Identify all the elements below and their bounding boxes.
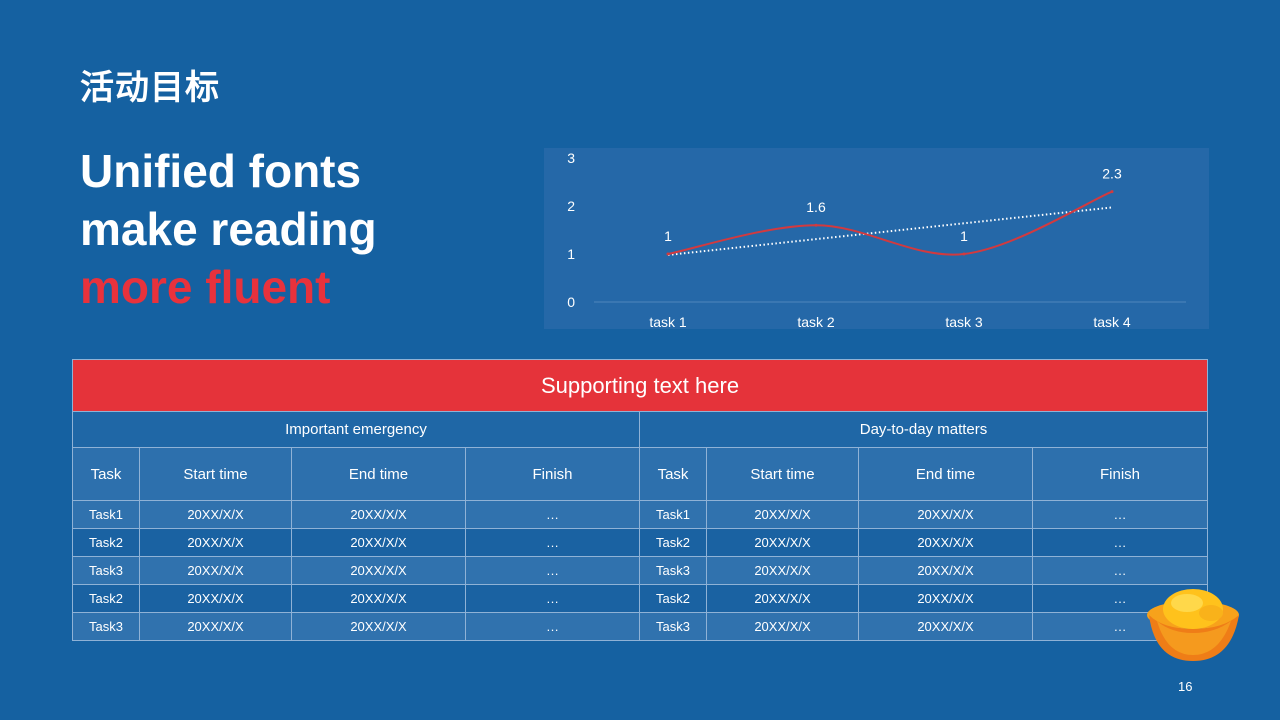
table-cell: … [1031,500,1209,529]
group-header-daily: Day-to-day matters [638,411,1209,448]
table-cell: … [1031,528,1209,557]
table-cell: 20XX/X/X [291,612,466,641]
table-row: Task2 20XX/X/X 20XX/X/X… Task2 20XX/X/X 20XX/… [72,584,1209,613]
column-header: Task [639,447,707,501]
column-header: End time [291,447,466,501]
column-header: Finish [1031,447,1209,501]
table-cell: Task2 [72,528,140,557]
table-row: Task2 20XX/X/X 20XX/X/X… Task2 20XX/X/X 20XX/… [72,528,1209,557]
table-cell: 20XX/X/X [706,612,859,641]
table-cell: … [1031,556,1209,585]
y-tick-label: 1 [567,246,575,262]
table-row: Task1 20XX/X/X 20XX/X/X… Task1 20XX/X/X 20XX/… [72,500,1209,529]
table-cell: 20XX/X/X [858,556,1033,585]
group-header-row: Important emergency Day-to-day matters [72,411,1209,448]
series-line [667,190,1113,256]
page-number: 16 [1178,679,1193,694]
headline: Unified fonts make reading more fluent [80,142,377,316]
line-chart: 0 1 2 3 task 1 task 2 task 3 task 4 1 1.6 1 2.3 [544,148,1209,329]
table-cell: 20XX/X/X [858,500,1033,529]
gold-ingot-icon [1147,589,1239,661]
headline-line-2: make reading [80,203,377,255]
column-header: Start time [706,447,859,501]
task-table: Supporting text here Important emergency… [71,359,1209,641]
column-header: Start time [139,447,292,501]
table-cell: 20XX/X/X [139,612,292,641]
table-cell: 20XX/X/X [858,584,1033,613]
column-header: Task [72,447,140,501]
data-point [962,252,966,256]
line-chart-svg: 0 1 2 3 task 1 task 2 task 3 task 4 1 1.6 1 2.3 [567,150,1186,329]
task-table-container: Supporting text here Important emergency… [71,359,1209,641]
table-cell: 20XX/X/X [291,584,466,613]
table-cell: 20XX/X/X [139,500,292,529]
data-point [666,252,670,256]
column-header-row: Task Start time End time Finish Task Sta… [72,447,1209,501]
table-cell: Task3 [72,556,140,585]
table-cell: Task2 [639,584,707,613]
y-tick-label: 2 [567,198,575,214]
table-cell: Task1 [72,500,140,529]
table-cell: 20XX/X/X [139,584,292,613]
x-tick-label: task 2 [797,314,835,329]
table-cell: Task2 [639,528,707,557]
table-row: Task3 20XX/X/X 20XX/X/X… Task3 20XX/X/X 20XX/… [72,556,1209,585]
slide-title: 活动目标 [80,68,220,108]
data-label: 1 [664,228,672,244]
x-tick-label: task 1 [649,314,687,329]
table-cell: 20XX/X/X [139,556,292,585]
trendline [667,206,1113,256]
column-header: End time [858,447,1033,501]
headline-line-1: Unified fonts [80,145,362,197]
table-cell: 20XX/X/X [706,500,859,529]
data-point [814,223,818,227]
table-cell: 20XX/X/X [291,500,466,529]
table-cell: … [465,612,640,641]
table-cell: 20XX/X/X [706,528,859,557]
table-cell: 20XX/X/X [706,556,859,585]
table-cell: 20XX/X/X [858,528,1033,557]
table-cell: … [465,500,640,529]
table-cell: … [465,528,640,557]
headline-accent: more fluent [80,261,331,313]
data-label: 1 [960,228,968,244]
table-cell: … [465,584,640,613]
y-tick-label: 3 [567,150,575,166]
group-header-important: Important emergency [72,411,640,448]
data-label: 1.6 [806,199,826,215]
table-cell: Task3 [72,612,140,641]
table-cell: Task3 [639,556,707,585]
table-banner-row: Supporting text here [71,359,1209,412]
table-cell: Task2 [72,584,140,613]
table-cell: 20XX/X/X [291,556,466,585]
table-cell: 20XX/X/X [858,612,1033,641]
data-point [1110,190,1114,194]
table-row: Task3 20XX/X/X 20XX/X/X… Task3 20XX/X/X 20XX/… [72,612,1209,641]
table-cell: Task1 [639,500,707,529]
table-banner: Supporting text here [71,359,1209,412]
data-label: 2.3 [1102,166,1122,182]
table-cell: Task3 [639,612,707,641]
table-cell: 20XX/X/X [139,528,292,557]
x-tick-label: task 3 [945,314,983,329]
table-cell: 20XX/X/X [291,528,466,557]
table-cell: … [465,556,640,585]
column-header: Finish [465,447,640,501]
x-tick-label: task 4 [1093,314,1131,329]
table-cell: 20XX/X/X [706,584,859,613]
y-tick-label: 0 [567,294,575,310]
